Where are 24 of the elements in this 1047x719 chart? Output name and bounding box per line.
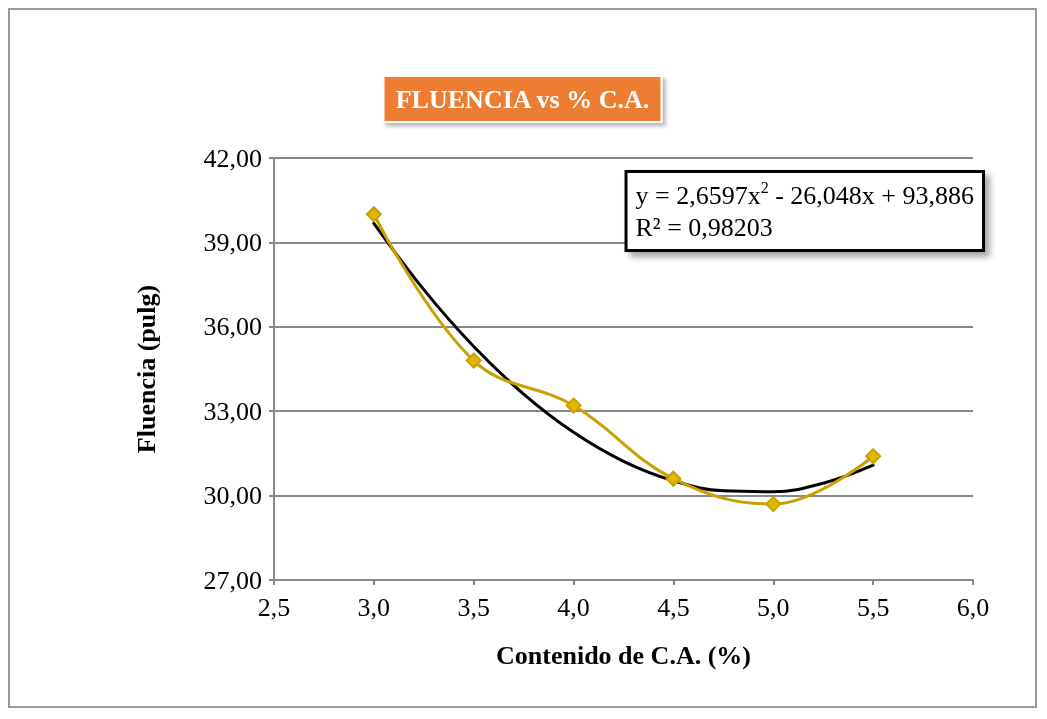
- x-tick-label: 2,5: [257, 592, 291, 622]
- x-tick-label: 4,5: [657, 592, 690, 622]
- y-tick-label: 42,00: [203, 143, 262, 173]
- point: [465, 352, 482, 369]
- y-tick-label: 30,00: [203, 481, 262, 511]
- point: [765, 496, 782, 513]
- x-tick-label: 4,0: [557, 592, 590, 622]
- y-tick-label: 39,00: [203, 227, 262, 257]
- y-tick-label: 36,00: [203, 312, 262, 342]
- point: [565, 397, 582, 414]
- point: [365, 206, 382, 223]
- x-tick-label: 3,5: [457, 592, 490, 622]
- x-axis-title: Contenido de C.A. (%): [496, 640, 751, 670]
- annotation: R² = 0,98203: [635, 212, 773, 242]
- x-tick-label: 5,5: [856, 592, 890, 622]
- x-tick-label: 3,0: [357, 592, 391, 622]
- x-tick-label: 5,0: [757, 592, 790, 622]
- y-tick-label: 33,00: [203, 396, 262, 426]
- x-tick-label: 6,0: [956, 592, 990, 622]
- point: [665, 470, 682, 487]
- chart-title: FLUENCIA vs % C.A.: [395, 84, 650, 114]
- y-axis-title: Fluencia (pulg): [131, 284, 161, 454]
- y-tick-label: 27,00: [203, 565, 262, 595]
- point: [865, 448, 882, 465]
